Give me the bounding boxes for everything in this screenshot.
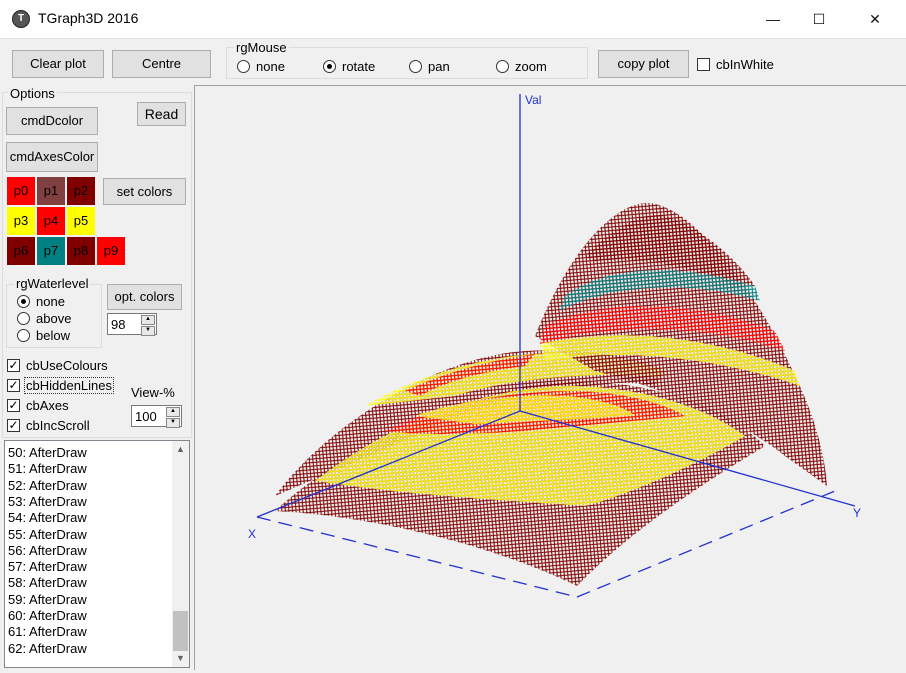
clear-plot-button[interactable]: Clear plot xyxy=(12,50,104,78)
water-none-radio[interactable] xyxy=(17,295,30,308)
log-item[interactable]: 50: AfterDraw xyxy=(8,445,87,460)
palette-swatch-p1[interactable]: p1 xyxy=(37,177,65,205)
log-item[interactable]: 57: AfterDraw xyxy=(8,559,87,575)
floor-y-dashed-line xyxy=(576,490,836,598)
spin-down-icon[interactable]: ▼ xyxy=(141,326,155,336)
x-axis-line xyxy=(256,410,521,518)
cb-axes-checkbox[interactable]: ✓ xyxy=(7,398,20,412)
read-button[interactable]: Read xyxy=(137,102,186,126)
cb-in-white-label: cbInWhite xyxy=(716,57,774,72)
rg-mouse-caption: rgMouse xyxy=(234,40,289,55)
set-colors-button[interactable]: set colors xyxy=(103,178,186,205)
mouse-pan-label: pan xyxy=(428,59,450,74)
spin-down-icon[interactable]: ▼ xyxy=(166,418,180,428)
cb-inc-scroll-checkbox[interactable]: ✓ xyxy=(7,418,20,432)
cb-use-colours-checkbox[interactable]: ✓ xyxy=(7,358,20,372)
log-item[interactable]: 52: AfterDraw xyxy=(8,477,87,493)
copy-plot-button[interactable]: copy plot xyxy=(598,50,689,78)
options-group xyxy=(2,92,192,438)
minimize-button[interactable]: — xyxy=(766,11,780,27)
centre-button[interactable]: Centre xyxy=(112,50,211,78)
water-below-radio[interactable] xyxy=(17,329,30,342)
app-icon: T xyxy=(12,10,30,28)
mouse-zoom-label: zoom xyxy=(515,59,547,74)
palette-swatch-p7[interactable]: p7 xyxy=(37,237,65,265)
palette-swatch-p0[interactable]: p0 xyxy=(7,177,35,205)
palette-swatch-p4[interactable]: p4 xyxy=(37,207,65,235)
mesh-yellow-band-peak xyxy=(540,335,800,386)
palette-swatch-p2[interactable]: p2 xyxy=(67,177,95,205)
close-button[interactable]: ✕ xyxy=(869,11,881,27)
plot-3d-surface[interactable]: Val X Y xyxy=(195,86,906,670)
val-axis-label: Val xyxy=(525,93,541,107)
scroll-down-icon[interactable]: ▼ xyxy=(176,653,185,663)
cmd-axes-color-button[interactable]: cmdAxesColor xyxy=(6,142,98,172)
water-above-radio[interactable] xyxy=(17,312,30,325)
palette-swatch-p8[interactable]: p8 xyxy=(67,237,95,265)
log-item[interactable]: 58: AfterDraw xyxy=(8,575,87,591)
options-caption: Options xyxy=(8,86,57,101)
mouse-rotate-radio[interactable] xyxy=(323,60,336,73)
spin-up-icon[interactable]: ▲ xyxy=(141,315,155,325)
plot-area[interactable]: Val X Y xyxy=(194,85,906,670)
mouse-rotate-label: rotate xyxy=(342,59,376,74)
scroll-up-icon[interactable]: ▲ xyxy=(176,444,185,454)
log-item[interactable]: 53: AfterDraw xyxy=(8,493,87,509)
log-item[interactable]: 54: AfterDraw xyxy=(8,510,87,526)
spin-up-icon[interactable]: ▲ xyxy=(166,407,180,417)
cb-inc-scroll-label: cbIncScroll xyxy=(26,418,90,433)
cb-hidden-lines-label: cbHiddenLines xyxy=(24,377,115,394)
floor-x-dashed-line xyxy=(256,516,578,598)
log-item[interactable]: 62: AfterDraw xyxy=(8,640,87,656)
mesh-yellow-inner xyxy=(415,395,635,424)
mesh-red-ridge xyxy=(405,354,535,396)
mesh-peak-top xyxy=(585,215,755,286)
palette-swatch-p3[interactable]: p3 xyxy=(7,207,35,235)
palette-swatch-p5[interactable]: p5 xyxy=(67,207,95,235)
rg-mouse-group xyxy=(226,47,588,79)
view-percent-spin[interactable]: 100 ▲ ▼ xyxy=(131,405,182,428)
water-level-value: 98 xyxy=(111,317,126,332)
view-percent-label: View-% xyxy=(131,385,175,400)
cmd-d-color-button[interactable]: cmdDcolor xyxy=(6,107,98,135)
log-item[interactable]: 51: AfterDraw xyxy=(8,461,87,477)
log-item[interactable]: 60: AfterDraw xyxy=(8,608,87,623)
mesh-teal-band xyxy=(560,269,760,311)
mesh-red-band-peak xyxy=(540,306,785,351)
log-item[interactable]: 59: AfterDraw xyxy=(8,591,87,607)
log-item[interactable]: 61: AfterDraw xyxy=(8,624,87,640)
water-level-arrows[interactable]: ▲ ▼ xyxy=(141,315,155,336)
palette-swatch-p9[interactable]: p9 xyxy=(97,237,125,265)
log-item[interactable]: 56: AfterDraw xyxy=(8,542,87,558)
title-divider xyxy=(0,38,906,39)
mouse-none-label: none xyxy=(256,59,285,74)
y-axis-line xyxy=(519,410,856,507)
opt-colors-button[interactable]: opt. colors xyxy=(107,284,182,310)
maximize-button[interactable]: ☐ xyxy=(812,11,826,27)
water-level-spin[interactable]: 98 ▲ ▼ xyxy=(107,313,157,336)
rg-waterlevel-caption: rgWaterlevel xyxy=(14,276,91,291)
palette-swatch-p6[interactable]: p6 xyxy=(7,237,35,265)
y-axis-label: Y xyxy=(853,506,861,520)
mouse-pan-radio[interactable] xyxy=(409,60,422,73)
cb-use-colours-label: cbUseColours xyxy=(26,358,108,373)
view-percent-arrows[interactable]: ▲ ▼ xyxy=(166,407,180,428)
log-scrollbar[interactable]: ▲ ▼ xyxy=(172,441,189,667)
title-bar: T TGraph3D 2016 — ☐ ✕ xyxy=(0,0,906,38)
window-title: TGraph3D 2016 xyxy=(38,10,139,26)
event-log-list[interactable]: 50: AfterDraw 51: AfterDraw 52: AfterDraw 5… xyxy=(4,440,190,668)
x-axis-label: X xyxy=(248,527,256,541)
log-item[interactable]: 55: AfterDraw xyxy=(8,526,87,542)
water-below-label: below xyxy=(36,328,70,343)
water-above-label: above xyxy=(36,311,72,326)
cb-hidden-lines-checkbox[interactable]: ✓ xyxy=(7,378,20,392)
mouse-none-radio[interactable] xyxy=(237,60,250,73)
water-none-label: none xyxy=(36,294,65,309)
scroll-thumb[interactable] xyxy=(173,611,188,651)
cb-in-white-checkbox[interactable] xyxy=(697,58,710,71)
view-percent-value: 100 xyxy=(135,409,157,424)
cb-axes-label: cbAxes xyxy=(26,398,69,413)
mouse-zoom-radio[interactable] xyxy=(496,60,509,73)
